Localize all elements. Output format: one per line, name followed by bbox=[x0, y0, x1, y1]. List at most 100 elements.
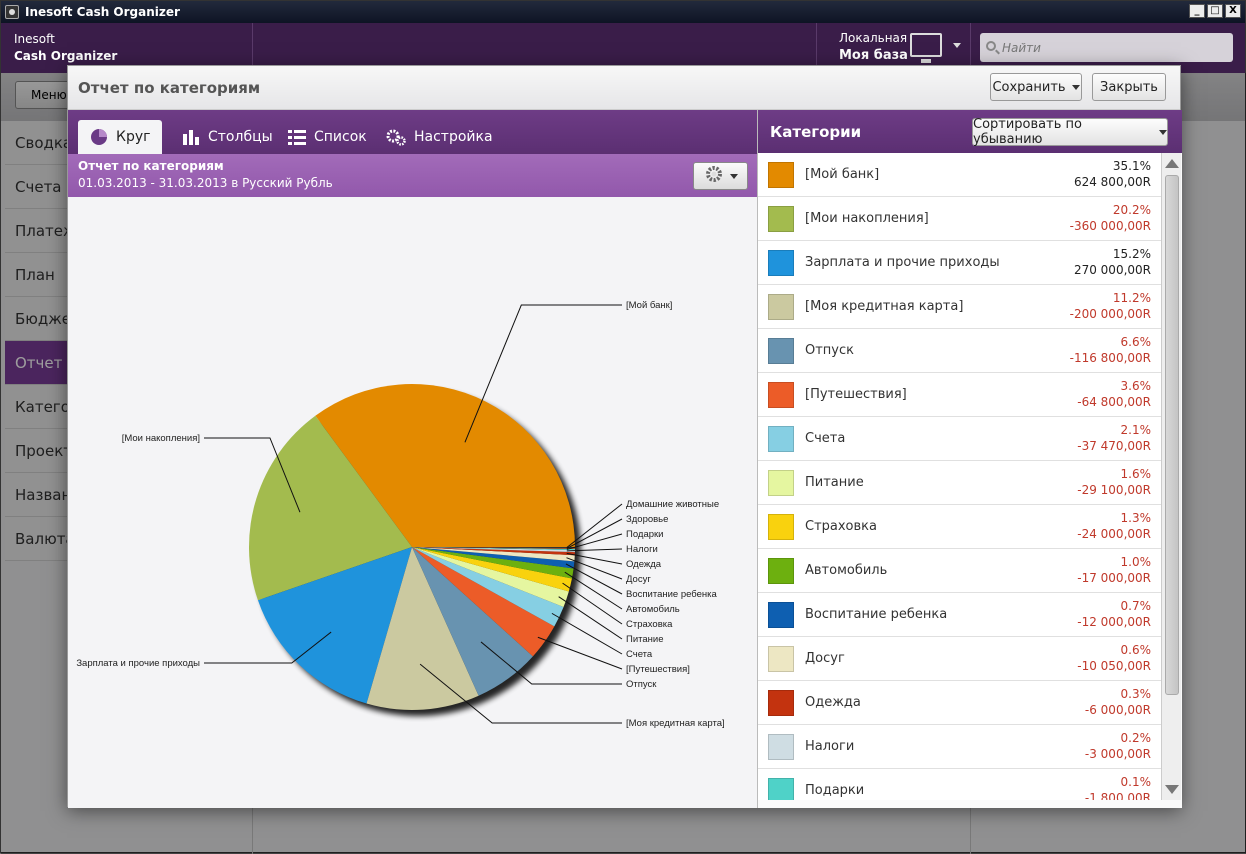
close-button[interactable]: Закрыть bbox=[1092, 73, 1166, 101]
category-row[interactable]: Воспитание ребенка 0.7% -12 000,00R bbox=[758, 593, 1161, 637]
pie-slice[interactable] bbox=[412, 547, 569, 608]
app-header: Inesoft Cash Organizer Локальная Моя баз… bbox=[1, 23, 1245, 73]
category-row[interactable]: Одежда 0.3% -6 000,00R bbox=[758, 681, 1161, 725]
category-row[interactable]: Подарки 0.1% -1 800,00R bbox=[758, 769, 1161, 800]
sort-label: Сортировать по убыванию bbox=[973, 117, 1082, 147]
category-name: [Мой банк] bbox=[805, 167, 880, 182]
category-percent: 3.6% bbox=[1120, 379, 1152, 393]
pie-leader-line bbox=[551, 612, 623, 655]
category-percent: 0.6% bbox=[1120, 643, 1152, 657]
pie-slice[interactable] bbox=[412, 547, 575, 569]
category-row[interactable]: Налоги 0.2% -3 000,00R bbox=[758, 725, 1161, 769]
category-amount: 624 800,00R bbox=[1073, 175, 1151, 189]
category-row[interactable]: Досуг 0.6% -10 050,00R bbox=[758, 637, 1161, 681]
pie-slice[interactable] bbox=[248, 415, 412, 601]
view-tabs: Круг Столбцы Список bbox=[68, 110, 757, 154]
pie-leader-line bbox=[480, 641, 622, 685]
tab-pie[interactable]: Круг bbox=[78, 120, 163, 154]
pie-label: Здоровье bbox=[626, 514, 668, 525]
sort-dropdown[interactable]: Сортировать по убыванию bbox=[972, 117, 1168, 147]
minimize-button[interactable]: _ bbox=[1189, 4, 1205, 18]
search-input[interactable]: Найти bbox=[980, 33, 1233, 62]
category-row[interactable]: [Мои накопления] 20.2% -360 000,00R bbox=[758, 197, 1161, 241]
category-amount: -3 000,00R bbox=[1084, 747, 1151, 761]
pie-slice[interactable] bbox=[315, 384, 575, 547]
category-name: Воспитание ребенка bbox=[805, 607, 948, 622]
category-row[interactable]: Отпуск 6.6% -116 800,00R bbox=[758, 329, 1161, 373]
chart-area: [Мой банк] [Мои накопления] Зарплата и про… bbox=[68, 197, 757, 808]
pie-label: Подарки bbox=[626, 529, 663, 540]
category-name: Страховка bbox=[805, 519, 877, 534]
pie-slice[interactable] bbox=[412, 547, 575, 553]
category-amount: -64 800,00R bbox=[1077, 395, 1151, 409]
category-percent: 1.6% bbox=[1120, 467, 1152, 481]
dialog-title: Отчет по категориям bbox=[78, 79, 261, 97]
pie-slice[interactable] bbox=[412, 547, 574, 579]
monitor-icon[interactable] bbox=[910, 33, 942, 63]
pie-slice[interactable] bbox=[412, 547, 575, 551]
category-row[interactable]: Автомобиль 1.0% -17 000,00R bbox=[758, 549, 1161, 593]
category-swatch bbox=[768, 426, 794, 452]
category-name: Счета bbox=[805, 431, 846, 446]
scrollbar[interactable] bbox=[1161, 153, 1181, 800]
pie-label: Отпуск bbox=[626, 679, 657, 690]
tab-list[interactable]: Список bbox=[276, 120, 379, 154]
dialog-header: Отчет по категориям Сохранить Закрыть bbox=[68, 66, 1180, 110]
category-row[interactable]: Страховка 1.3% -24 000,00R bbox=[758, 505, 1161, 549]
pie-leader-line bbox=[565, 563, 623, 595]
brand-line1: Inesoft bbox=[14, 32, 55, 46]
chevron-down-icon[interactable] bbox=[953, 43, 961, 48]
save-button[interactable]: Сохранить bbox=[990, 73, 1082, 101]
db-name: Моя база bbox=[839, 48, 908, 63]
title-bar: Inesoft Cash Organizer _ □ X bbox=[1, 1, 1245, 23]
pie-slice[interactable] bbox=[412, 547, 575, 549]
category-swatch bbox=[768, 162, 794, 188]
categories-pane: Категории Сортировать по убыванию [Мой б… bbox=[757, 110, 1182, 808]
menu-button[interactable]: Меню bbox=[15, 81, 75, 109]
pie-label: Автомобиль bbox=[626, 604, 680, 615]
category-amount: -6 000,00R bbox=[1084, 703, 1151, 717]
pie-slice[interactable] bbox=[412, 547, 575, 556]
category-row[interactable]: [Мой банк] 35.1% 624 800,00R bbox=[758, 153, 1161, 197]
chevron-down-icon bbox=[1159, 129, 1167, 135]
category-swatch bbox=[768, 690, 794, 716]
brand-line2: Cash Organizer bbox=[14, 49, 118, 63]
pie-slice[interactable] bbox=[366, 547, 479, 710]
pie-slice[interactable] bbox=[412, 547, 575, 550]
maximize-button[interactable]: □ bbox=[1207, 4, 1223, 18]
scroll-up-icon[interactable] bbox=[1165, 159, 1179, 168]
pie-label: Налоги bbox=[626, 544, 658, 555]
category-amount: -360 000,00R bbox=[1069, 219, 1151, 233]
pie-leader-line bbox=[537, 636, 623, 670]
pie-slice[interactable] bbox=[412, 547, 572, 592]
category-percent: 11.2% bbox=[1112, 291, 1151, 305]
category-row[interactable]: Счета 2.1% -37 470,00R bbox=[758, 417, 1161, 461]
pie-label: Счета bbox=[626, 649, 653, 660]
category-percent: 0.7% bbox=[1120, 599, 1152, 613]
tab-bars[interactable]: Столбцы bbox=[170, 120, 285, 154]
category-row[interactable]: Питание 1.6% -29 100,00R bbox=[758, 461, 1161, 505]
category-row[interactable]: [Путешествия] 3.6% -64 800,00R bbox=[758, 373, 1161, 417]
chart-options-button[interactable] bbox=[693, 162, 748, 190]
tab-settings[interactable]: Настройка bbox=[374, 120, 505, 154]
category-swatch bbox=[768, 514, 794, 540]
category-row[interactable]: Зарплата и прочие приходы 15.2% 270 000,00… bbox=[758, 241, 1161, 285]
scroll-down-icon[interactable] bbox=[1165, 785, 1179, 794]
report-title: Отчет по категориям bbox=[78, 159, 224, 173]
category-row[interactable]: [Моя кредитная карта] 11.2% -200 000,00R bbox=[758, 285, 1161, 329]
close-window-button[interactable]: X bbox=[1225, 4, 1241, 18]
pie-slice[interactable] bbox=[412, 547, 575, 562]
database-selector[interactable]: Локальная Моя база bbox=[839, 30, 908, 64]
tab-pie-label: Круг bbox=[116, 129, 151, 145]
chart-pane: Круг Столбцы Список bbox=[68, 110, 757, 808]
pie-leader-line bbox=[566, 518, 623, 549]
category-amount: -10 050,00R bbox=[1077, 659, 1151, 673]
pie-label: Страховка bbox=[626, 619, 673, 630]
pie-slice[interactable] bbox=[412, 547, 533, 696]
pie-slice[interactable] bbox=[257, 547, 412, 704]
pie-slice[interactable] bbox=[412, 547, 555, 657]
scroll-thumb[interactable] bbox=[1165, 175, 1179, 695]
pie-slice[interactable] bbox=[412, 547, 564, 627]
list-icon bbox=[288, 129, 306, 145]
search-icon bbox=[986, 41, 996, 51]
